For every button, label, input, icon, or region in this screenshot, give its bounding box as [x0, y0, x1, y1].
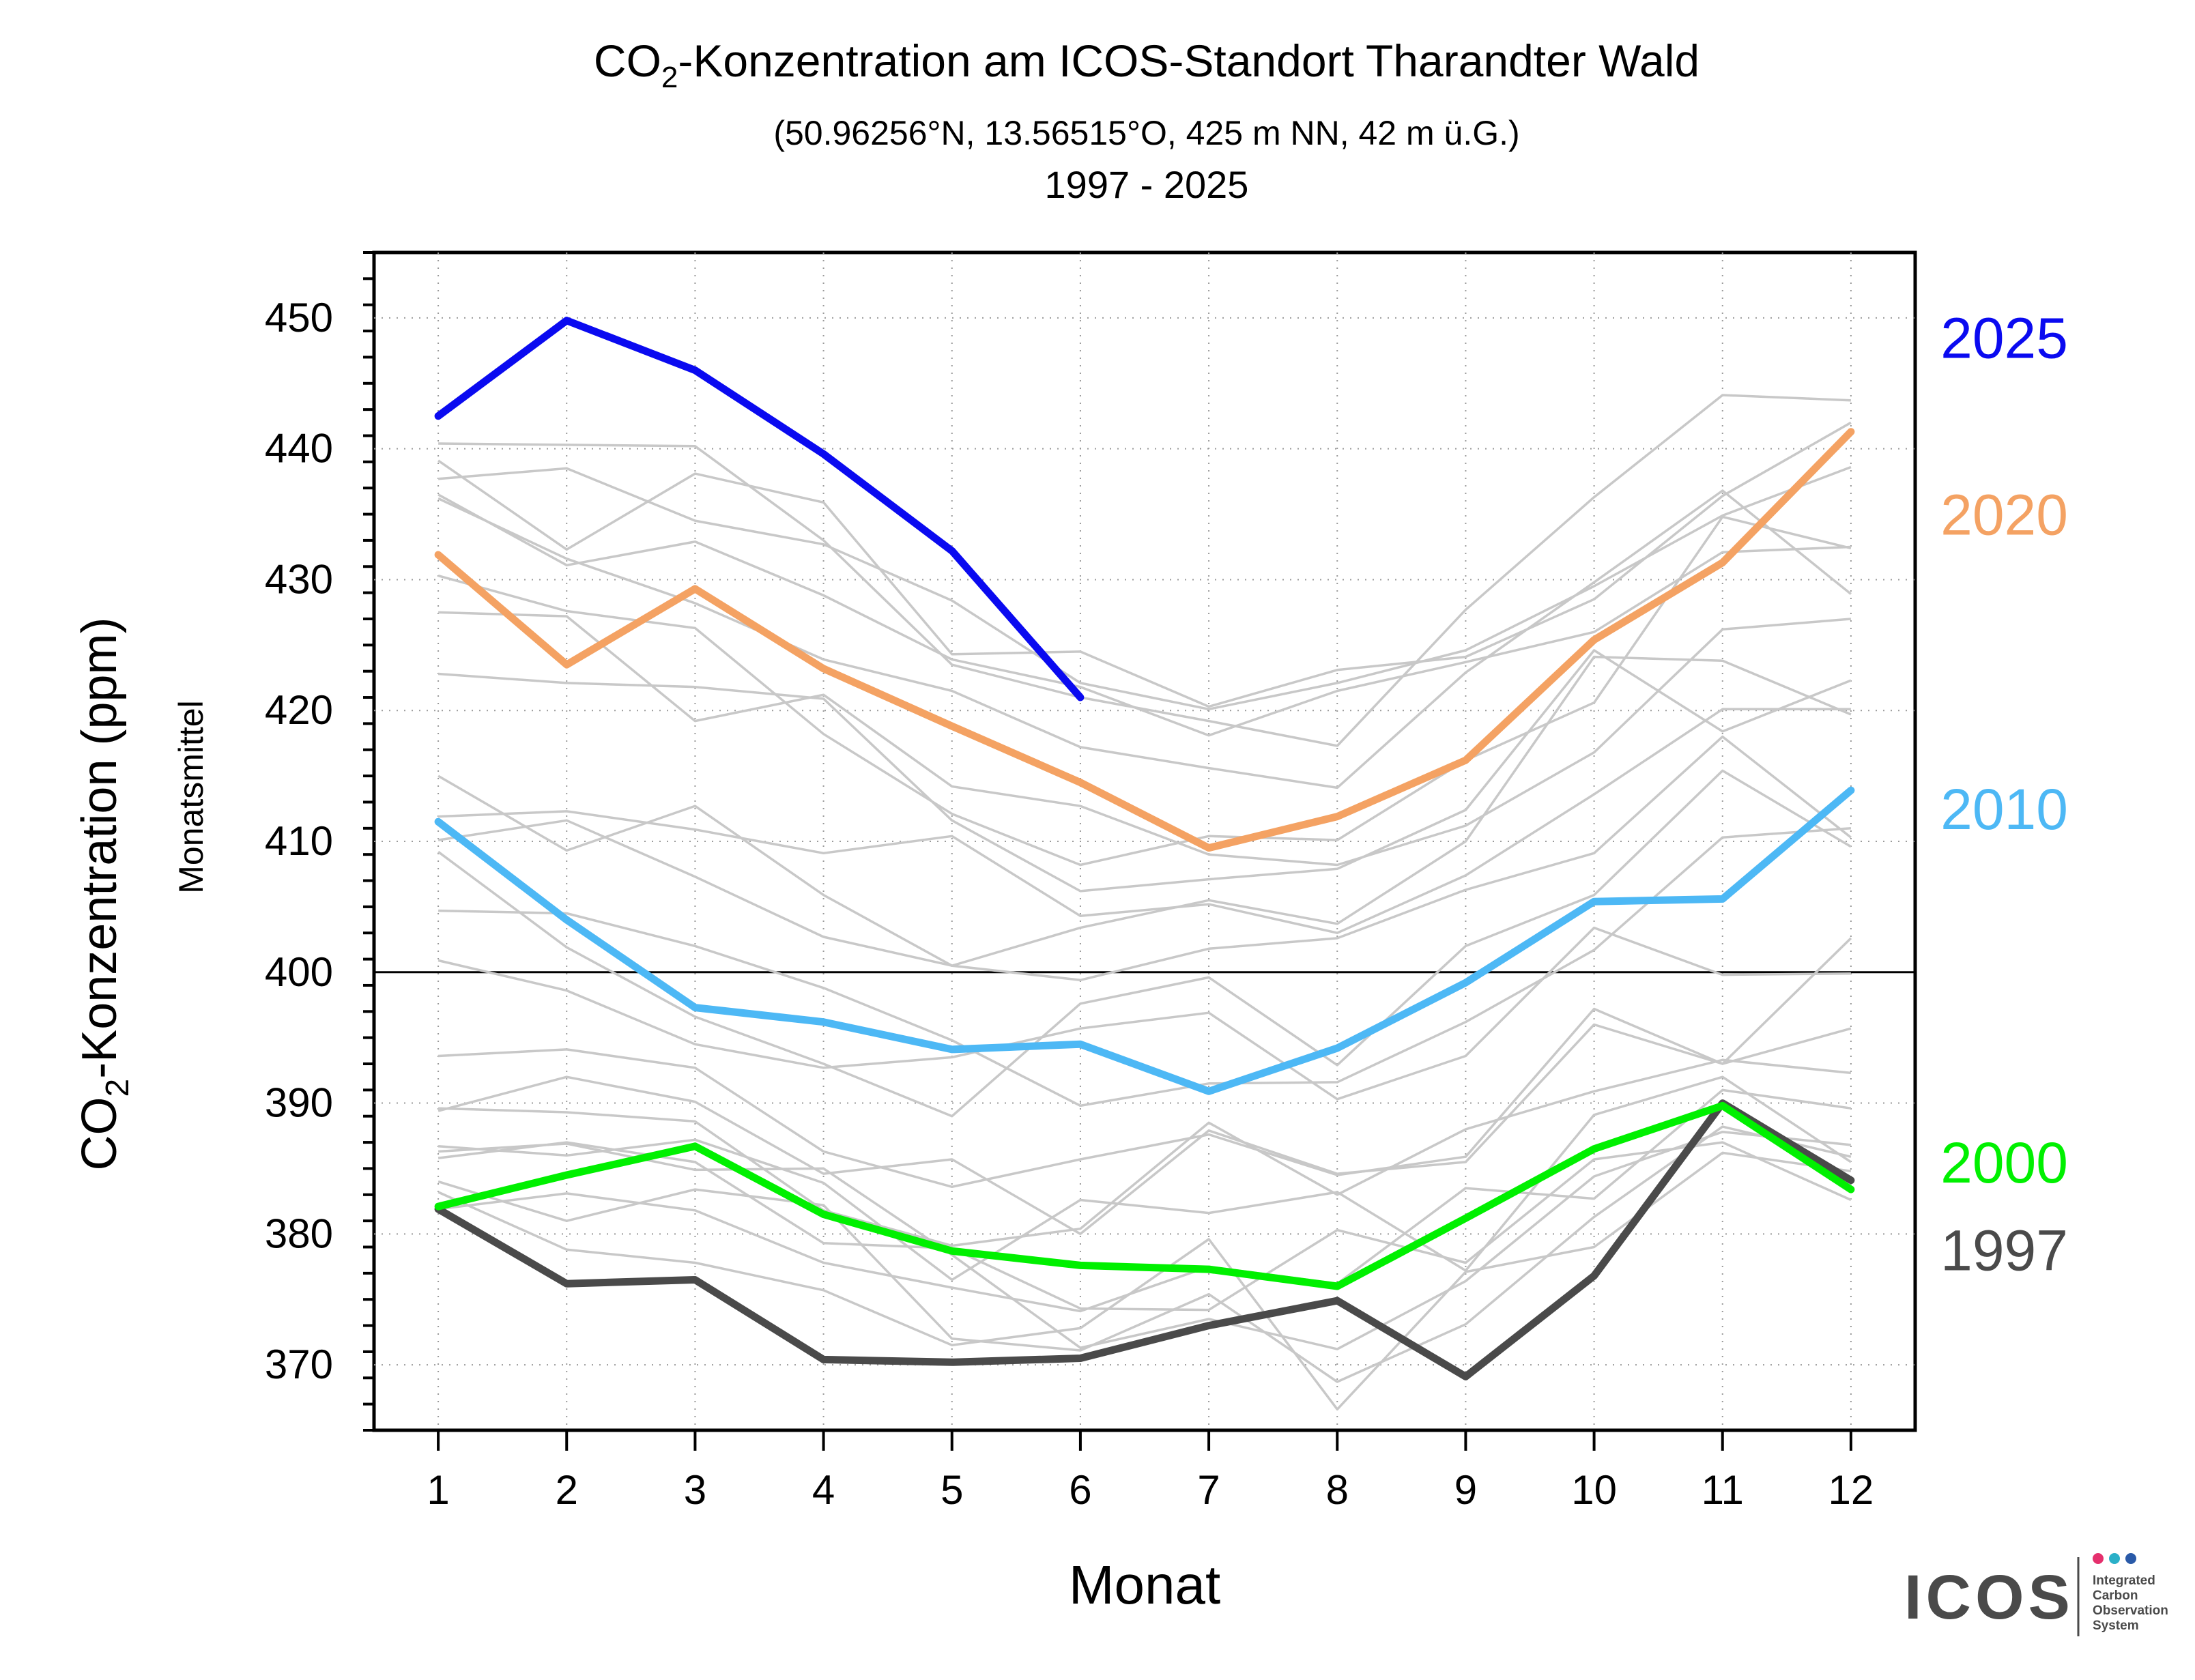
background-series-line: [438, 611, 1852, 867]
y-tick-label: 370: [265, 1342, 333, 1387]
series-line-2010: [434, 786, 1855, 1095]
y-tick-label: 440: [265, 426, 333, 472]
x-tick-label: 2: [556, 1467, 578, 1513]
x-tick-label: 4: [812, 1467, 835, 1513]
y-tick-label: 380: [265, 1211, 333, 1256]
background-series-line: [437, 1125, 1852, 1383]
legend-item-2020: 2020: [1940, 483, 2068, 547]
background-series-line: [437, 1075, 1852, 1281]
grid: [374, 252, 1915, 1430]
x-axis: 1 2 3 4 5 6 7 8 9 10 11 12: [427, 1430, 1874, 1513]
series-line-2000: [434, 1101, 1855, 1290]
background-series-line: [438, 827, 1852, 1107]
icos-logo-line4: System: [2093, 1619, 2139, 1633]
background-series-line: [437, 926, 1851, 1101]
y-tick-label: 450: [265, 295, 333, 341]
x-tick-label: 10: [1571, 1467, 1617, 1513]
y-tick-label: 410: [265, 818, 333, 864]
background-series-line: [437, 1088, 1852, 1313]
background-series-line: [437, 1151, 1852, 1411]
legend-item-2000: 2000: [1940, 1131, 2068, 1195]
icos-logo-dot-1: [2093, 1553, 2104, 1564]
highlight-series: [434, 317, 1855, 1380]
background-series-line: [438, 937, 1852, 1189]
chart-title: CO2-Konzentration am ICOS-Standort Thara…: [594, 35, 1699, 94]
chart-subtitle: (50.96256°N, 13.56515°O, 425 m NN, 42 m …: [773, 114, 1519, 152]
y-axis-secondary-label: Monatsmittel: [172, 700, 210, 893]
series-line-2025: [434, 317, 1085, 701]
icos-logo-line1: Integrated: [2093, 1574, 2155, 1588]
background-series-line: [437, 735, 1852, 982]
background-series-line: [437, 769, 1852, 1118]
x-tick-label: 7: [1197, 1467, 1220, 1513]
y-tick-label: 400: [265, 949, 333, 995]
x-tick-label: 12: [1828, 1467, 1874, 1513]
chart-period: 1997 - 2025: [1045, 163, 1249, 206]
y-tick-label: 390: [265, 1080, 333, 1126]
x-tick-label: 11: [1702, 1467, 1744, 1513]
background-series-line: [437, 1023, 1852, 1236]
series-line-1997: [434, 1099, 1855, 1380]
legend-item-2010: 2010: [1940, 777, 2068, 841]
legend: 2025 2020 2010 2000 1997: [1940, 306, 2068, 1283]
x-tick-label: 3: [684, 1467, 706, 1513]
x-tick-label: 8: [1326, 1467, 1349, 1513]
background-series-line: [437, 493, 1851, 737]
x-axis-label: Monat: [1069, 1554, 1220, 1615]
icos-logo-line2: Carbon: [2093, 1589, 2138, 1603]
x-tick-label: 5: [941, 1467, 963, 1513]
icos-logo: ICOS Integrated Carbon Observation Syste…: [1904, 1553, 2168, 1636]
background-series-line: [437, 489, 1852, 790]
icos-logo-dot-2: [2109, 1553, 2120, 1564]
background-series-line: [437, 655, 1852, 967]
background-series-line: [437, 649, 1852, 893]
x-tick-label: 9: [1454, 1467, 1477, 1513]
legend-item-2025: 2025: [1940, 306, 2068, 371]
x-tick-label: 6: [1069, 1467, 1091, 1513]
x-tick-label: 1: [427, 1467, 449, 1513]
y-axis-label: CO2-Konzentration (ppm): [72, 617, 136, 1170]
background-series-line: [438, 708, 1851, 934]
background-series-line: [438, 394, 1851, 747]
icos-logo-line3: Observation: [2093, 1604, 2168, 1618]
background-series-line: [438, 1058, 1852, 1247]
background-series-line: [437, 515, 1852, 867]
icos-logo-wordmark: ICOS: [1904, 1563, 2074, 1632]
background-series: [437, 394, 1852, 1411]
background-series-line: [437, 421, 1852, 708]
background-series-line: [437, 1130, 1852, 1350]
background-series-line: [437, 1141, 1852, 1312]
y-tick-label: 420: [265, 687, 333, 733]
y-axis: 370 380 390 400 410 420 430 440 450: [265, 251, 374, 1432]
y-tick-label: 430: [265, 556, 333, 602]
legend-item-1997: 1997: [1940, 1218, 2068, 1282]
series-line-2020: [434, 428, 1855, 852]
background-series-line: [437, 465, 1852, 711]
icos-logo-dot-3: [2125, 1553, 2136, 1564]
